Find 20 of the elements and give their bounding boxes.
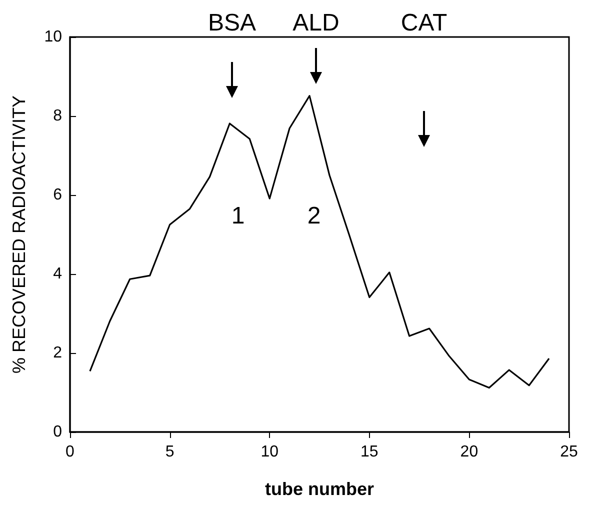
annotation: 2 [307,202,321,230]
line-series [89,95,550,389]
x-tick-label: 10 [260,444,279,460]
y-axis-title: % RECOVERED RADIOACTIVITY [9,95,29,374]
y-tick-label: 4 [53,266,62,282]
x-axis-title: tube number [264,479,374,499]
annotation: 1 [231,202,245,230]
text: ALD [292,10,340,36]
x-tick-label: 0 [66,444,75,460]
x-tick-label: 25 [560,444,578,460]
y-tick-label: 0 [53,424,62,440]
y-tick-label: 8 [53,108,62,124]
x-tick-label: 15 [360,444,378,460]
y-tick-label: 2 [53,344,62,362]
y-tick-label: 6 [53,186,62,204]
text: BSA [208,10,256,36]
y-tick-label: 10 [44,28,62,46]
x-tick-label: 5 [165,444,174,460]
x-tick-label: 20 [460,444,478,460]
text: CAT [400,10,448,36]
